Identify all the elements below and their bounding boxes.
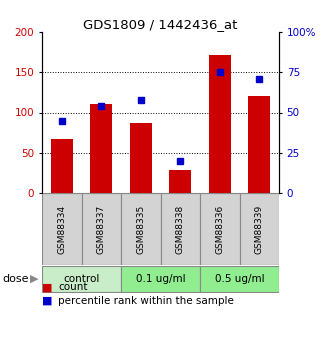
Bar: [248, 96, 270, 193]
Text: GSM88334: GSM88334: [57, 205, 66, 254]
Text: control: control: [63, 274, 100, 284]
Title: GDS1809 / 1442436_at: GDS1809 / 1442436_at: [83, 18, 238, 31]
Bar: [121, 266, 200, 292]
Bar: [200, 266, 279, 292]
Text: GSM88335: GSM88335: [136, 204, 145, 254]
Bar: [121, 193, 160, 265]
Bar: [51, 139, 73, 193]
Text: GSM88338: GSM88338: [176, 204, 185, 254]
Text: GSM88339: GSM88339: [255, 204, 264, 254]
Text: percentile rank within the sample: percentile rank within the sample: [58, 296, 234, 306]
Bar: [169, 170, 191, 193]
Bar: [91, 105, 112, 193]
Bar: [130, 123, 152, 193]
Bar: [42, 193, 82, 265]
Bar: [200, 193, 239, 265]
Text: ▶: ▶: [30, 274, 39, 284]
Text: ■: ■: [42, 296, 53, 306]
Text: count: count: [58, 282, 88, 292]
Bar: [42, 266, 121, 292]
Bar: [239, 193, 279, 265]
Text: GSM88337: GSM88337: [97, 204, 106, 254]
Text: ■: ■: [42, 282, 53, 292]
Text: GSM88336: GSM88336: [215, 204, 224, 254]
Text: 0.5 ug/ml: 0.5 ug/ml: [215, 274, 264, 284]
Bar: [209, 55, 230, 193]
Text: dose: dose: [3, 274, 29, 284]
Bar: [160, 193, 200, 265]
Text: 0.1 ug/ml: 0.1 ug/ml: [136, 274, 185, 284]
Bar: [82, 193, 121, 265]
